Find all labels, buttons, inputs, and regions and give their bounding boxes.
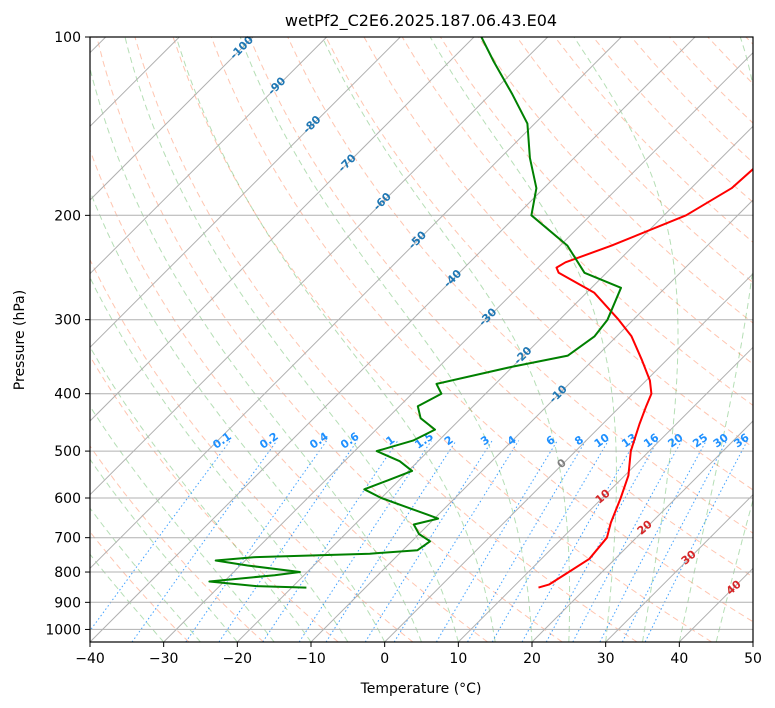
isotherm-line (90, 37, 622, 570)
x-tick-label: 30 (597, 651, 615, 667)
moist-adiabat-line (124, 37, 459, 642)
isotherm-line (384, 272, 753, 642)
dry-adiabat-line (90, 445, 264, 642)
dry-adiabat-line (134, 37, 638, 642)
dewpoint-profile-line (208, 37, 622, 589)
isotherm-line (163, 51, 753, 642)
y-axis-ticks: 100 200 300 400 500 600 700 800 900 1000 (45, 30, 90, 638)
moist-adiabat-line (429, 37, 617, 642)
dry-adiabat-line (325, 37, 753, 491)
x-axis-ticks: −40 −30 −20 −10 0 10 20 30 40 50 (75, 642, 762, 667)
y-tick-label: 1000 (45, 622, 81, 638)
isotherm-line (90, 37, 696, 642)
isotherm-line (531, 420, 753, 642)
background-lines (90, 37, 753, 642)
moist-adiabat-line (678, 37, 753, 642)
isotherm-line (90, 37, 328, 275)
chart-title: wetPf2_C2E6.2025.187.06.43.E04 (285, 11, 557, 31)
moist-adiabat-line (90, 405, 275, 642)
y-tick-label: 500 (54, 444, 81, 460)
mixing-ratio-line (572, 440, 683, 642)
dry-adiabat-line (90, 258, 414, 642)
dry-adiabat-line (287, 37, 753, 534)
mixing-ratio-line (90, 440, 231, 632)
y-tick-label: 200 (54, 208, 81, 224)
moist-adiabat-line (90, 276, 349, 642)
y-tick-label: 400 (54, 387, 81, 403)
dry-adiabat-line (249, 37, 753, 578)
mixing-ratio-line (185, 440, 328, 642)
y-tick-label: 600 (54, 491, 81, 507)
dry-adiabat-line (90, 355, 339, 642)
mixing-ratio-line (545, 440, 659, 642)
y-tick-label: 900 (54, 595, 81, 611)
isotherm-line (457, 346, 753, 642)
dry-adiabat-line (172, 37, 712, 642)
mixing-ratio-line (364, 440, 493, 642)
x-tick-label: 20 (523, 651, 541, 667)
isotherm-line (90, 37, 475, 422)
x-tick-label: −10 (296, 651, 326, 667)
x-tick-label: 10 (449, 651, 467, 667)
mixing-ratio-line (435, 440, 558, 642)
moist-adiabat-line (573, 37, 679, 642)
isotherm-line (90, 37, 549, 496)
grid-lines (90, 37, 753, 642)
x-tick-label: −20 (223, 651, 253, 667)
plot-frame (89, 36, 754, 643)
mixing-ratio-line (644, 440, 748, 642)
x-tick-label: 40 (670, 651, 688, 667)
isotherm-line (752, 641, 753, 642)
moist-adiabat-line (90, 189, 386, 642)
y-tick-label: 800 (54, 565, 81, 581)
x-tick-label: −40 (75, 651, 105, 667)
x-axis-title: Temperature (°C) (360, 681, 482, 697)
moist-adiabat-line (239, 37, 533, 642)
isotherm-line (90, 37, 254, 201)
moist-adiabat-line (321, 37, 571, 642)
y-tick-label: 700 (54, 531, 81, 547)
mixing-ratio-line (298, 440, 432, 642)
isotherm-line (605, 493, 753, 642)
isotherm-line (90, 37, 401, 349)
mixing-ratio-line (131, 440, 278, 642)
moist-adiabat-line (90, 458, 238, 642)
isotherm-line (310, 199, 753, 642)
moist-adiabat-line (90, 66, 422, 642)
isotherm-line (236, 125, 753, 642)
dry-adiabat-line (96, 37, 563, 642)
plot-background (90, 37, 753, 642)
mixing-ratio-line (491, 440, 609, 642)
dry-adiabat-line (210, 37, 753, 623)
x-tick-label: 50 (744, 651, 762, 667)
mixing-ratio-line (521, 440, 637, 642)
temperature-profile-line (538, 167, 753, 589)
moist-adiabat-line (90, 507, 201, 642)
moist-adiabat-line (90, 553, 165, 642)
y-tick-label: 100 (54, 30, 81, 46)
y-tick-label: 300 (54, 313, 81, 329)
mixing-ratio-line (325, 440, 457, 642)
moist-adiabat-line (715, 497, 753, 642)
x-tick-label: 0 (380, 651, 389, 667)
moist-adiabat-line (175, 37, 496, 642)
dry-adiabat-line (516, 37, 753, 284)
mixing-ratio-line (467, 440, 587, 642)
series-lines (208, 37, 753, 589)
x-tick-label: −30 (149, 651, 179, 667)
y-axis-title: Pressure (hPa) (12, 290, 28, 390)
mixing-ratio-line (262, 440, 399, 642)
